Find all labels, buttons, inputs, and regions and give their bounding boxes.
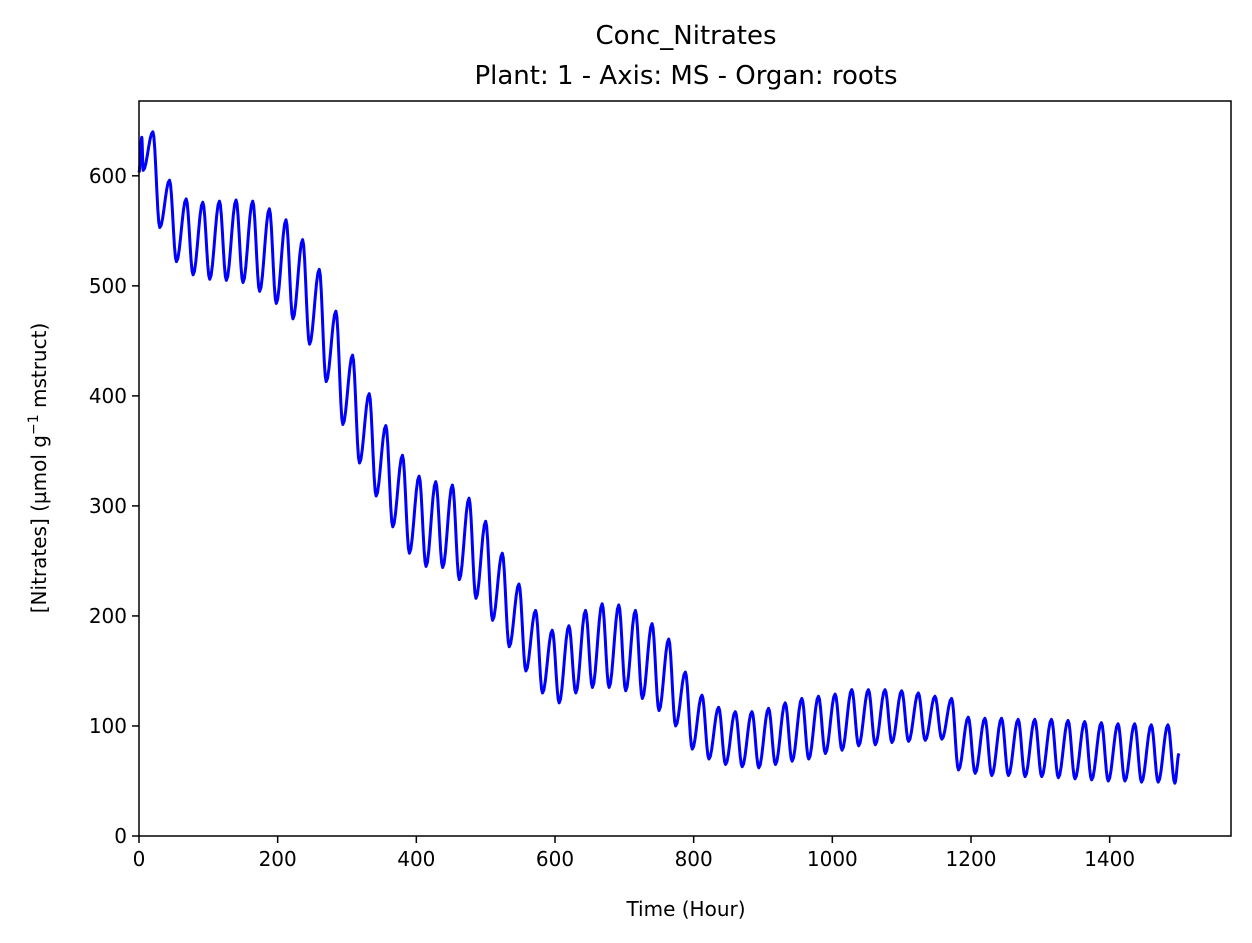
plot-area-frame xyxy=(138,100,1232,837)
x-tick-label: 1400 xyxy=(1084,847,1135,871)
y-tick-label: 400 xyxy=(89,384,127,408)
x-tick-label: 800 xyxy=(675,847,713,871)
y-tick-label: 500 xyxy=(89,274,127,298)
y-tick-label: 200 xyxy=(89,604,127,628)
x-tick-label: 1000 xyxy=(807,847,858,871)
y-tick-label: 0 xyxy=(114,824,127,848)
y-axis-label-unit: mstruct) xyxy=(27,323,51,415)
series-layer xyxy=(137,130,1181,785)
series-line xyxy=(137,130,1181,785)
x-tick-label: 0 xyxy=(133,847,146,871)
x-tick-label: 600 xyxy=(536,847,574,871)
x-axis-label: Time (Hour) xyxy=(625,897,745,921)
y-axis-label-exponent: −1 xyxy=(26,414,42,435)
x-tick-label: 1200 xyxy=(946,847,997,871)
y-axis-label-main: [Nitrates] (µmol g xyxy=(27,435,51,613)
y-tick-label: 100 xyxy=(89,714,127,738)
chart-title: Conc_Nitrates xyxy=(595,21,776,51)
y-tick-label: 600 xyxy=(89,164,127,188)
y-axis: 0 100 200 300 400 500 600 xyxy=(89,164,139,848)
x-tick-label: 400 xyxy=(397,847,435,871)
x-axis: 0 200 400 600 800 1000 1200 1400 xyxy=(133,836,1135,871)
chart-subtitle: Plant: 1 - Axis: MS - Organ: roots xyxy=(474,61,897,91)
y-axis-label: [Nitrates] (µmol g−1 mstruct) xyxy=(26,323,51,614)
x-tick-label: 200 xyxy=(259,847,297,871)
y-tick-label: 300 xyxy=(89,494,127,518)
